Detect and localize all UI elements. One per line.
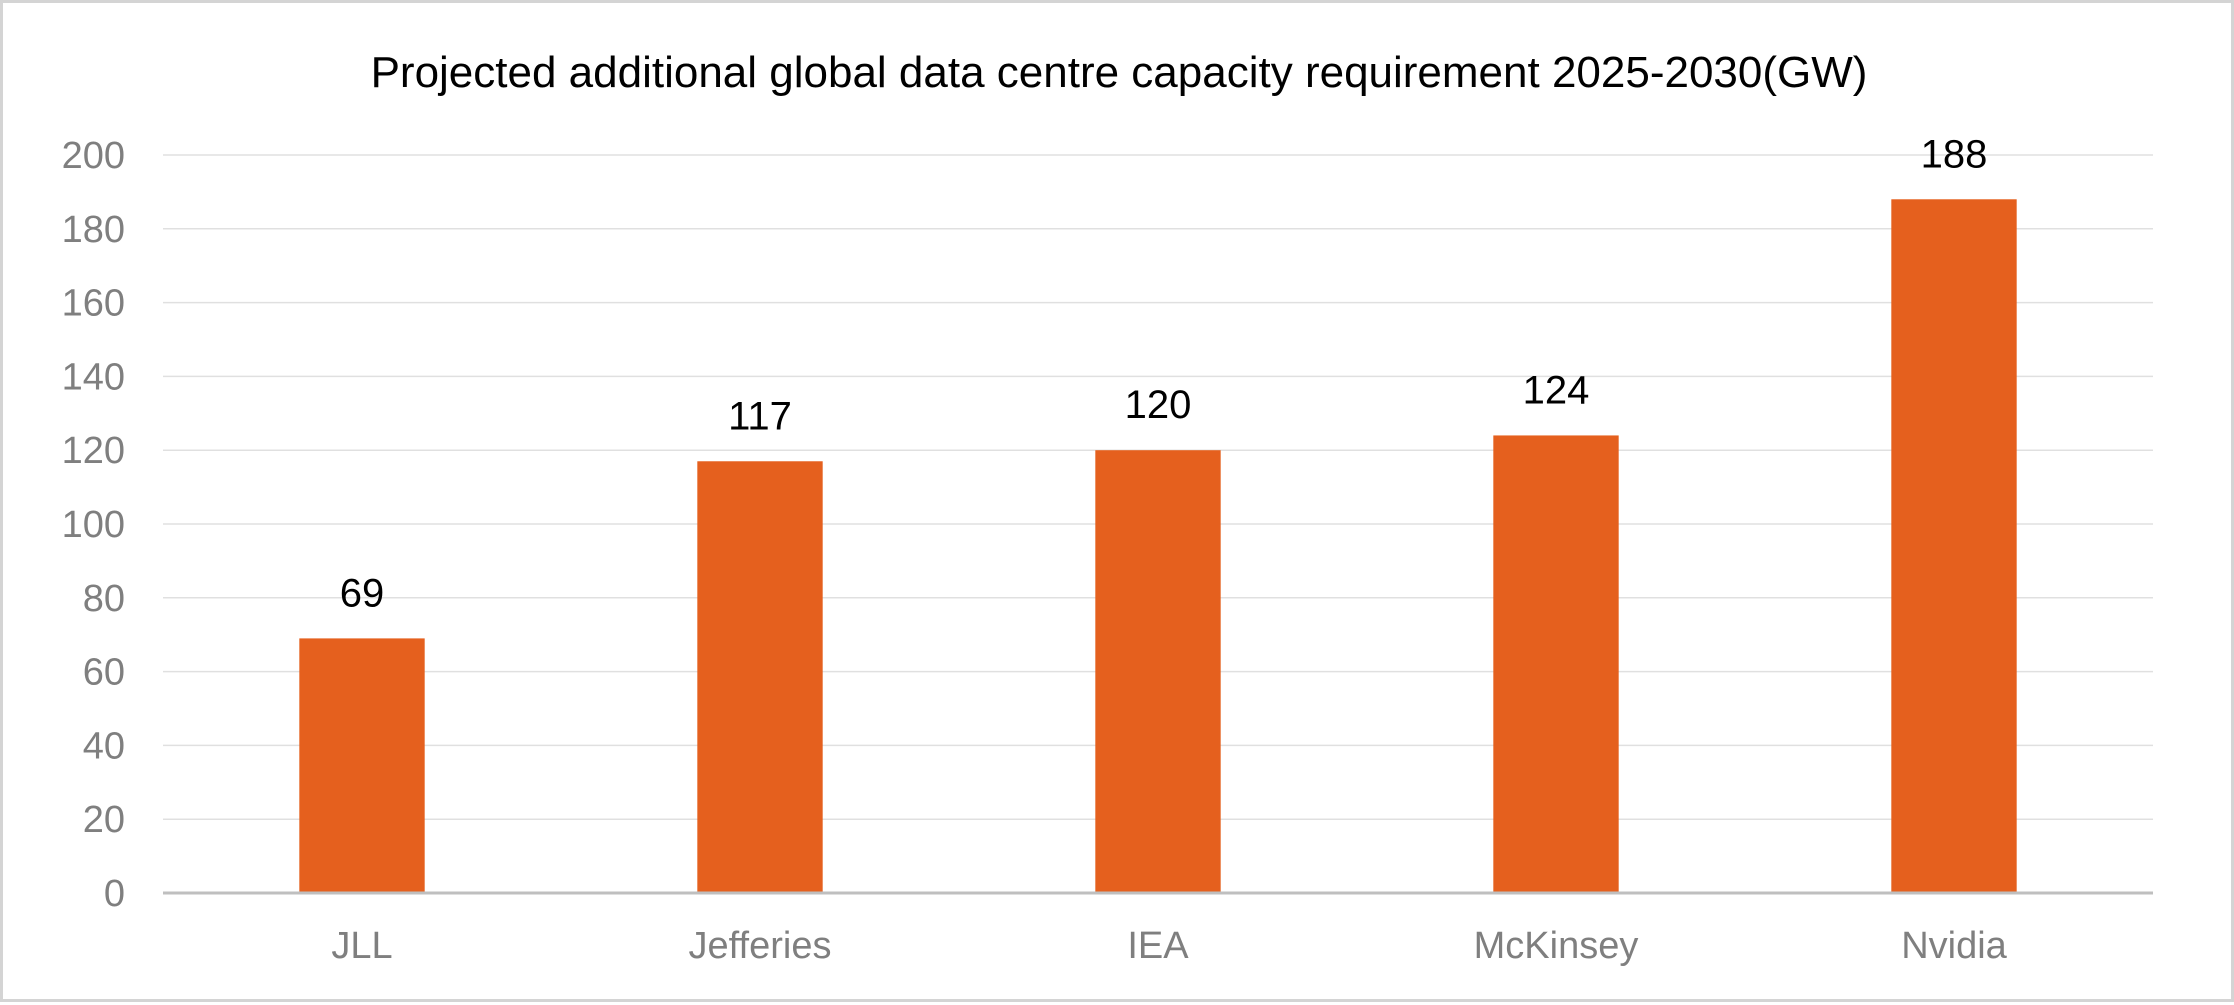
x-category-label: IEA (1127, 925, 1189, 967)
y-tick-label: 180 (62, 209, 125, 251)
x-category-label: Jefferies (689, 925, 832, 967)
y-tick-label: 120 (62, 430, 125, 472)
bar (1891, 199, 2017, 893)
data-label: 117 (728, 394, 792, 438)
y-tick-label: 200 (62, 135, 125, 177)
bar (299, 638, 425, 893)
x-category-label: Nvidia (1901, 925, 2007, 967)
bar (1095, 450, 1221, 893)
y-tick-label: 80 (83, 578, 125, 620)
bars (299, 199, 2017, 893)
data-label: 120 (1125, 383, 1192, 427)
y-tick-label: 0 (104, 873, 125, 915)
x-category-label: JLL (331, 925, 392, 967)
bar-chart: Projected additional global data centre … (62, 48, 2153, 967)
y-tick-label: 60 (83, 652, 125, 694)
data-label: 124 (1523, 368, 1590, 412)
x-category-label: McKinsey (1474, 925, 1639, 967)
y-tick-label: 140 (62, 356, 125, 398)
data-labels: 69 117 120 124 188 (340, 132, 1988, 615)
y-tick-label: 40 (83, 725, 125, 767)
data-label: 188 (1921, 132, 1988, 176)
y-tick-label: 160 (62, 283, 125, 325)
bar (1493, 435, 1619, 893)
chart-title: Projected additional global data centre … (371, 48, 1868, 97)
bar (697, 461, 823, 893)
data-label: 69 (340, 571, 385, 615)
y-tick-label: 20 (83, 799, 125, 841)
y-axis-ticks: 0 20 40 60 80 100 120 140 160 180 200 (62, 135, 125, 915)
x-axis-categories: JLL Jefferies IEA McKinsey Nvidia (331, 925, 2007, 967)
y-tick-label: 100 (62, 504, 125, 546)
